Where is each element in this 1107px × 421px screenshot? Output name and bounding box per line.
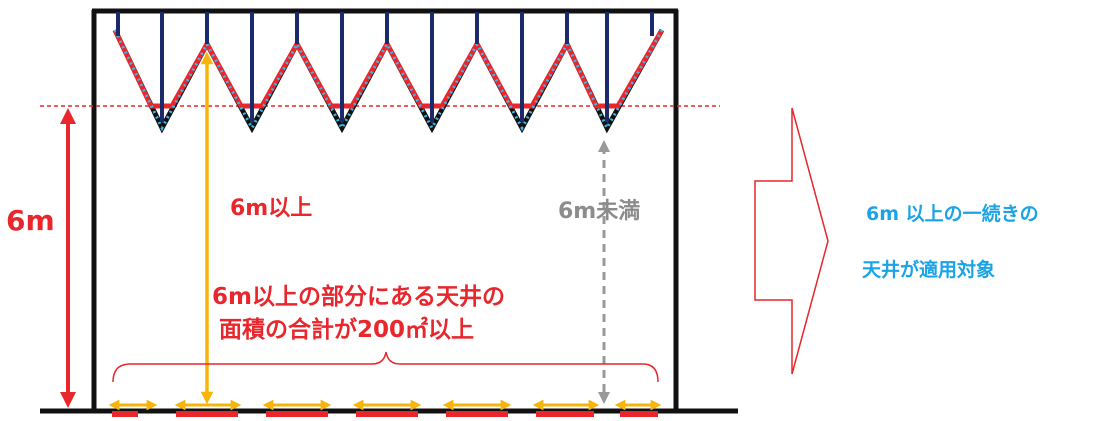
label-under-six-m: 6m未満 bbox=[558, 199, 641, 224]
result-text-line2: 天井が適用対象 bbox=[862, 259, 996, 281]
ceiling-hangers bbox=[116, 12, 654, 122]
zigzag-ceiling bbox=[112, 28, 665, 134]
floor-projection bbox=[108, 399, 662, 417]
area-brace bbox=[112, 351, 659, 383]
result-text-line1: 6m 以上の一続きの bbox=[866, 203, 1039, 225]
area-condition-line2: 面積の合計が200㎡以上 bbox=[219, 317, 475, 343]
result-arrow-icon bbox=[754, 107, 829, 375]
area-condition-line1: 6m以上の部分にある天井の bbox=[212, 284, 505, 310]
height-label-6m: 6m bbox=[6, 204, 55, 237]
label-six-m-or-more: 6m以上 bbox=[230, 196, 313, 221]
